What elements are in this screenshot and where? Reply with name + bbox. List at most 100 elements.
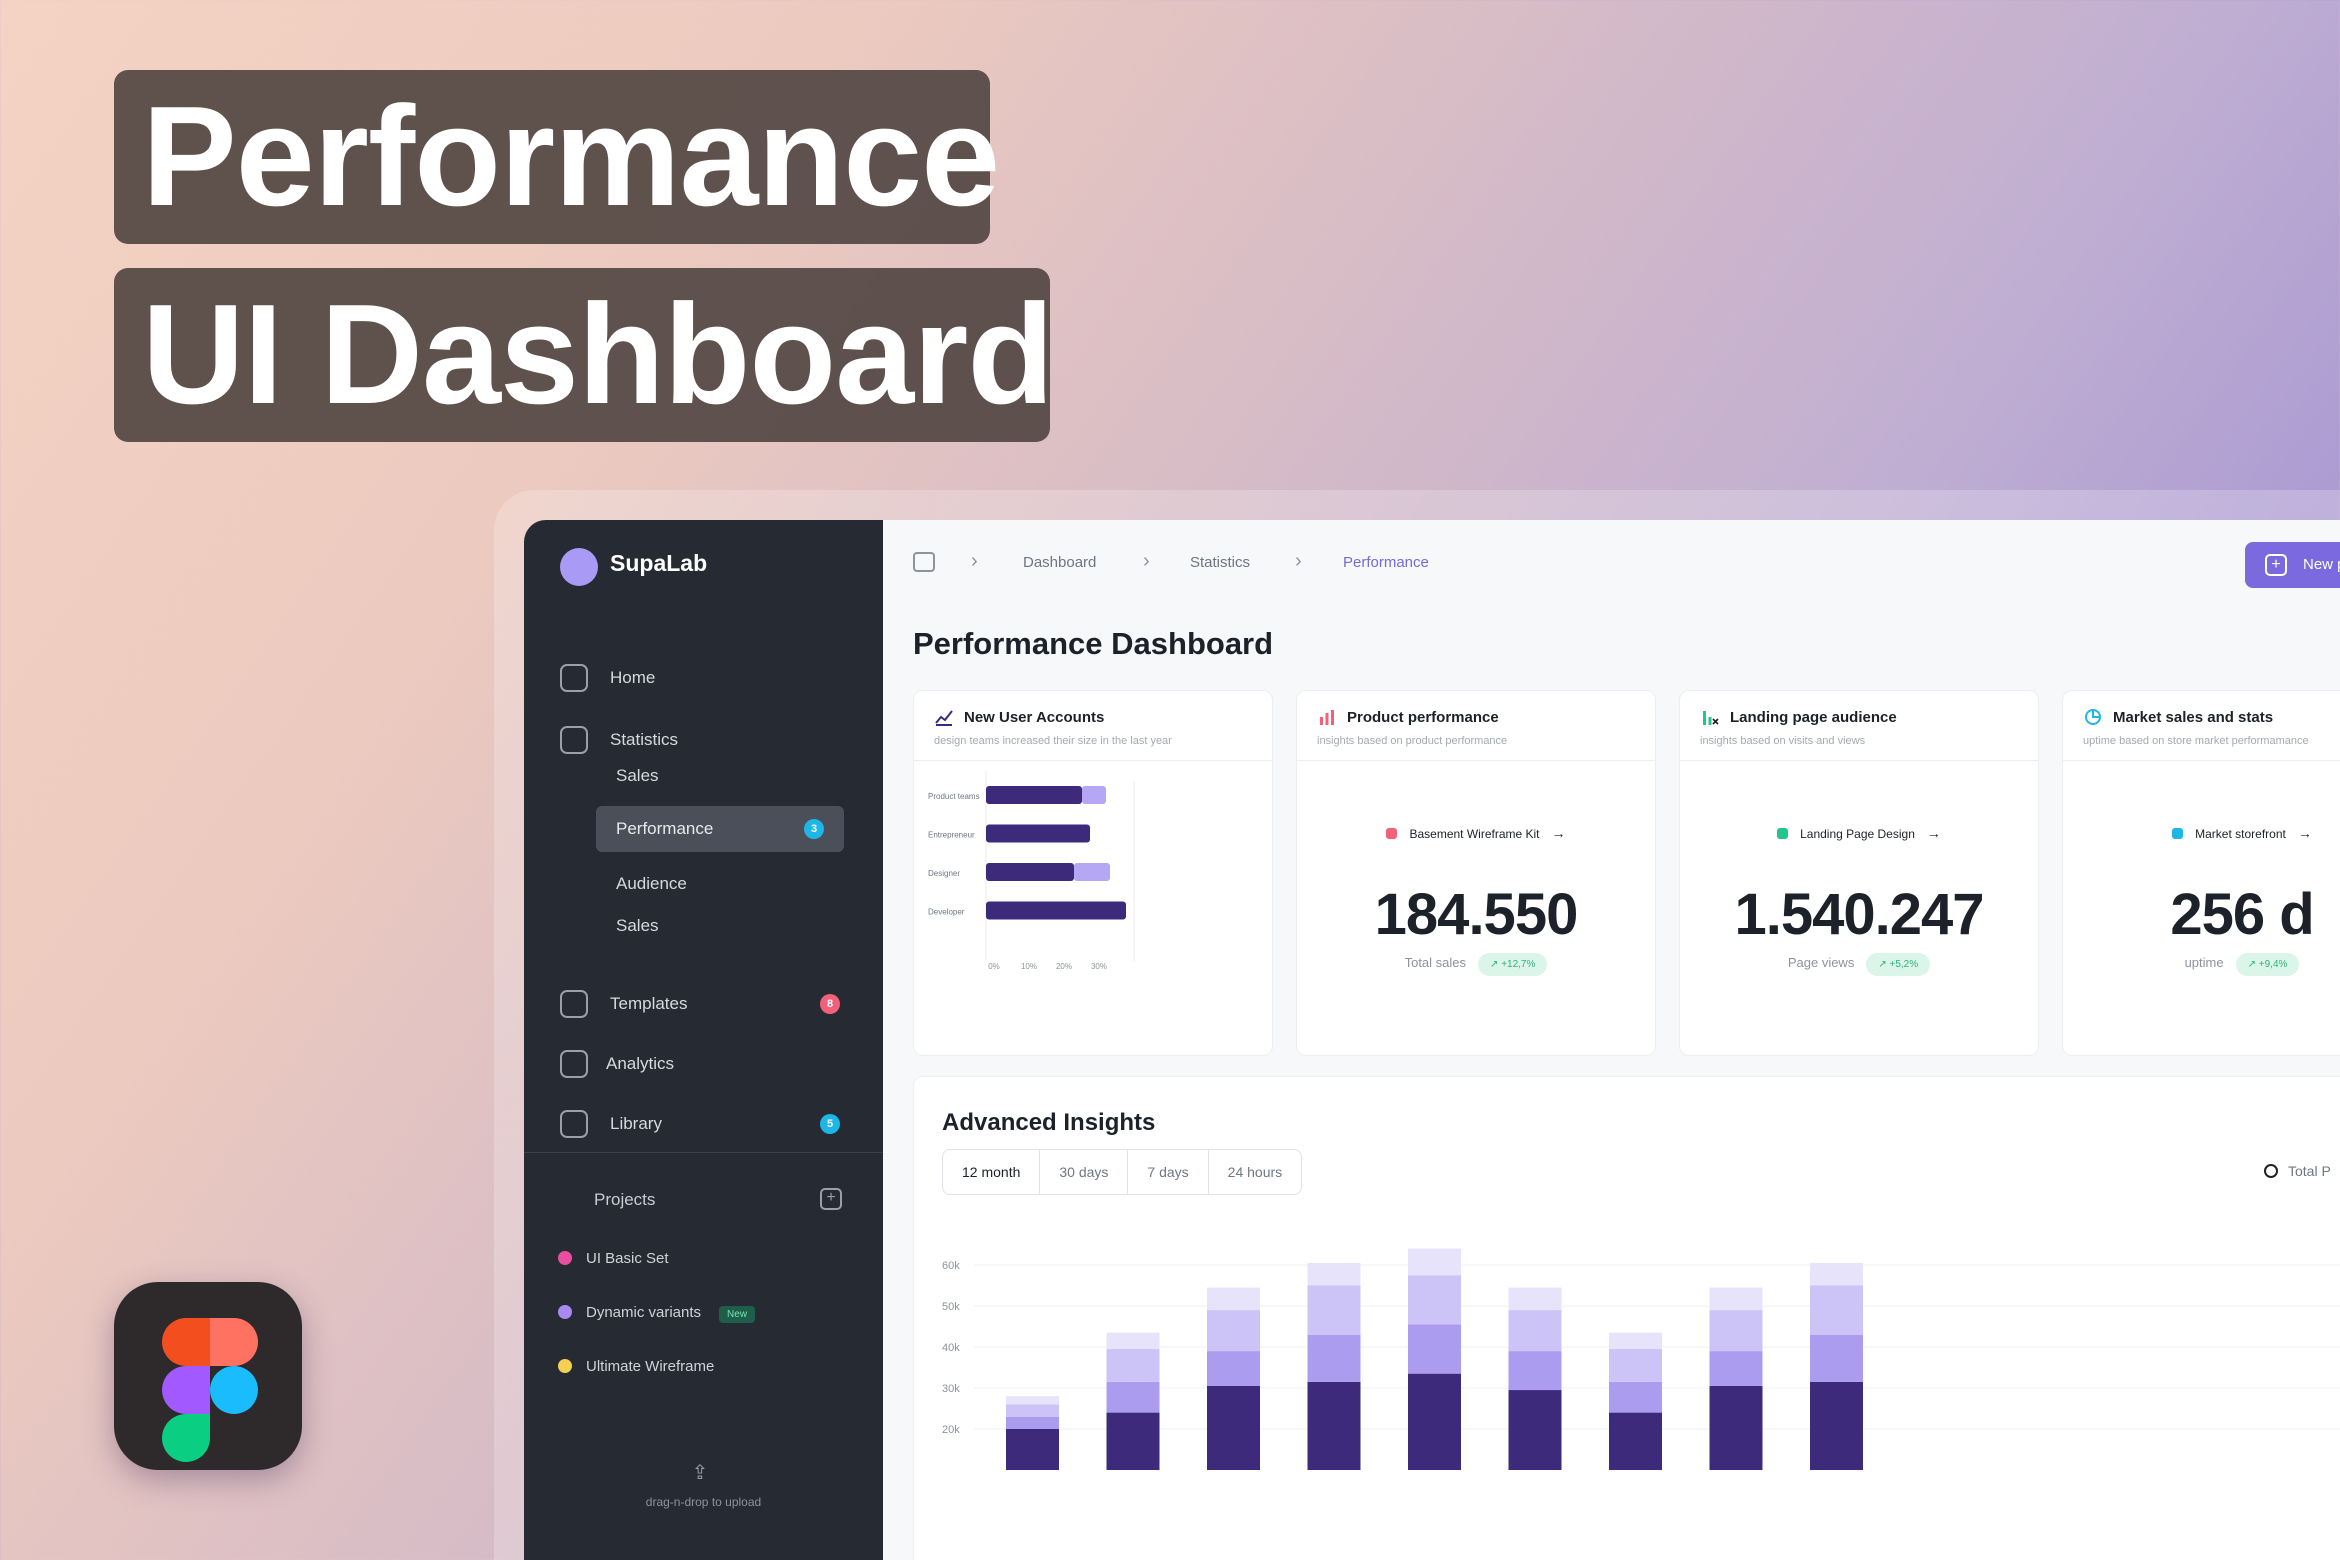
- chevron-right-icon: ›: [971, 550, 978, 572]
- bar-segment: [1408, 1248, 1461, 1276]
- sidebar: SupaLab Home Statistics Sales Performanc…: [524, 520, 883, 1560]
- category-label: Entrepreneur: [928, 831, 975, 840]
- upload-icon[interactable]: ⇪: [691, 1462, 709, 1484]
- bar-segment: [1006, 1404, 1059, 1417]
- bar-segment: [1006, 1416, 1059, 1429]
- range-12-month[interactable]: 12 month: [962, 1164, 1021, 1180]
- range-30-days[interactable]: 30 days: [1039, 1150, 1127, 1194]
- tick-label: 30k: [942, 1383, 960, 1395]
- accounts-bar-chart: Product teams Entrepreneur Designer Develop…: [928, 771, 1135, 971]
- product-tag[interactable]: Market storefront →: [2063, 825, 2340, 841]
- bar-segment: [1106, 1332, 1160, 1350]
- bar-segment: [1810, 1285, 1863, 1335]
- kpi-caption-row: Total sales ↗ +12,7%: [1297, 953, 1655, 976]
- nav-item-label: Templates: [610, 994, 688, 1013]
- tick-label: 20k: [942, 1424, 960, 1436]
- new-button-label: New p: [2303, 556, 2340, 573]
- range-7-days[interactable]: 7 days: [1127, 1150, 1207, 1194]
- bar-segment: [1609, 1381, 1662, 1413]
- bar-segment: [1810, 1381, 1863, 1470]
- tick-label: 30%: [1091, 962, 1107, 971]
- tag-label: Basement Wireframe Kit: [1409, 827, 1540, 841]
- kpi-value: 256 d: [2170, 882, 2314, 947]
- projects-title: Projects: [594, 1190, 656, 1209]
- bar-segment: [1408, 1373, 1461, 1470]
- sub-item-audience[interactable]: Audience: [616, 874, 687, 893]
- bar-segment: [1207, 1385, 1260, 1470]
- bar-segment: [986, 863, 1074, 881]
- kpi-caption: uptime: [2184, 955, 2224, 970]
- nav-item-library[interactable]: Library 5: [560, 1104, 850, 1144]
- card-subtitle: uptime based on store market performaman…: [2083, 735, 2309, 747]
- product-tag[interactable]: Basement Wireframe Kit →: [1297, 825, 1655, 841]
- card-header: Market sales and stats uptime based on s…: [2063, 691, 2340, 761]
- kpi-value: 1.540.247: [1734, 882, 1984, 947]
- project-color-dot: [558, 1305, 572, 1319]
- count-badge: 8: [820, 994, 840, 1014]
- bar-segment: [986, 901, 1126, 920]
- nav-item-statistics[interactable]: Statistics: [560, 720, 850, 760]
- bar-segment: [1307, 1381, 1361, 1470]
- insights-title: Advanced Insights: [942, 1109, 1156, 1136]
- breadcrumb-dashboard[interactable]: Dashboard: [1023, 554, 1097, 571]
- legend-label: Total P: [2288, 1163, 2331, 1179]
- project-item[interactable]: UI Basic Set: [558, 1250, 669, 1267]
- bar-segment: [1508, 1310, 1562, 1352]
- templates-icon: [560, 990, 588, 1018]
- audience-chart-icon: [1703, 711, 1719, 725]
- home-icon[interactable]: [913, 552, 935, 572]
- delta-badge: ↗ +12,7%: [1478, 953, 1548, 976]
- sub-item-sales[interactable]: Sales: [616, 766, 659, 785]
- nav-item-home[interactable]: Home: [560, 658, 850, 698]
- legend-ring-icon: [2264, 1164, 2278, 1178]
- card-header: Landing page audience insights based on …: [1680, 691, 2038, 761]
- count-badge: 5: [820, 1114, 840, 1134]
- product-tag[interactable]: Landing Page Design →: [1680, 825, 2038, 841]
- tick-label: 20%: [1056, 962, 1072, 971]
- chart-legend[interactable]: Total P: [2264, 1163, 2331, 1179]
- bar-segment: [1609, 1332, 1662, 1350]
- new-button[interactable]: + New p: [2245, 542, 2340, 588]
- nav-item-analytics[interactable]: Analytics: [560, 1044, 850, 1084]
- card-header: Product performance insights based on pr…: [1297, 691, 1655, 761]
- project-item[interactable]: Ultimate Wireframe: [558, 1358, 714, 1375]
- project-color-dot: [558, 1251, 572, 1265]
- tick-label: 60k: [942, 1260, 960, 1272]
- bar-chart-icon: [1320, 710, 1334, 725]
- breadcrumb-statistics[interactable]: Statistics: [1190, 554, 1251, 571]
- bar-segment: [1408, 1324, 1461, 1374]
- range-24-hours[interactable]: 24 hours: [1207, 1150, 1301, 1194]
- tick-label: 0%: [988, 962, 1000, 971]
- chevron-right-icon: ›: [1143, 550, 1150, 572]
- main-content: › Dashboard › Statistics › Performance +…: [883, 520, 2340, 1560]
- tick-label: 40k: [942, 1342, 960, 1354]
- nav-item-templates[interactable]: Templates 8: [560, 984, 850, 1024]
- bar-segment: [1074, 863, 1110, 881]
- card-market-sales: Market sales and stats uptime based on s…: [2062, 690, 2340, 1056]
- bar-segment: [1307, 1285, 1361, 1335]
- bar-segment: [1609, 1349, 1662, 1382]
- arrow-right-icon: →: [2297, 825, 2312, 841]
- bar-segment: [1709, 1287, 1763, 1311]
- add-project-icon[interactable]: +: [820, 1188, 842, 1210]
- bar-segment: [1006, 1396, 1059, 1405]
- range-selector: 12 month 30 days 7 days 24 hours: [942, 1149, 1303, 1195]
- project-label: Ultimate Wireframe: [586, 1358, 715, 1375]
- tag-label: Market storefront: [2195, 827, 2286, 841]
- bar-segment: [1006, 1429, 1059, 1470]
- category-label: Developer: [928, 908, 965, 917]
- project-item[interactable]: Dynamic variants New: [558, 1304, 756, 1323]
- arrow-right-icon: →: [1551, 825, 1566, 841]
- bar-segment: [1709, 1385, 1763, 1470]
- card-title: New User Accounts: [964, 709, 1105, 726]
- project-color-dot: [558, 1359, 572, 1373]
- page-title: Performance Dashboard: [913, 626, 1274, 661]
- card-subtitle: insights based on product performance: [1317, 735, 1508, 747]
- breadcrumb-performance[interactable]: Performance: [1343, 554, 1429, 571]
- tag-label: Landing Page Design: [1800, 827, 1915, 841]
- sub-item-performance[interactable]: Performance 3: [596, 806, 844, 852]
- sub-item-sales-2[interactable]: Sales: [616, 916, 659, 935]
- bar-segment: [1106, 1412, 1160, 1470]
- tick-label: 10%: [1021, 962, 1037, 971]
- upload-hint: drag-n-drop to upload: [645, 1495, 762, 1509]
